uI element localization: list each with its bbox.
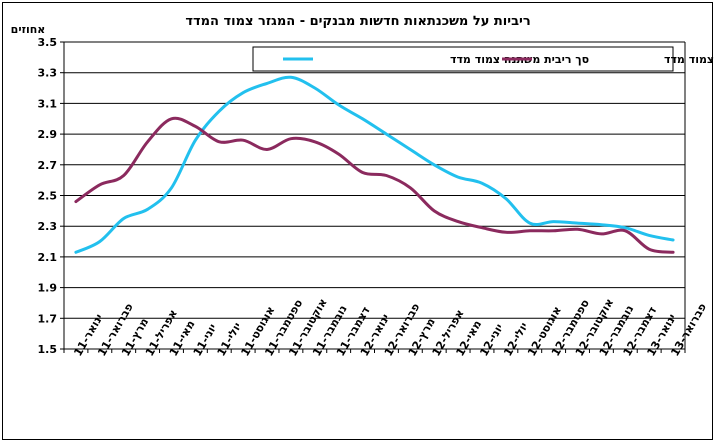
y-tick-label: 1.9 [38, 282, 58, 295]
y-axis-unit-label: אחוזים [11, 23, 46, 36]
series-lines [74, 75, 675, 254]
legend: סך ריבית משתנה צמוד מדד ריבית קבועה צמוד… [252, 46, 716, 72]
chart-title: ריביות על משכנתאות חדשות מבנקים - המגזר … [185, 14, 530, 29]
y-tick-label: 3.5 [38, 36, 58, 49]
y-tick-label: 2.1 [38, 251, 58, 264]
y-tick-label: 3.3 [38, 67, 58, 80]
y-tick-label: 2.7 [38, 159, 58, 172]
series-line-fixed-rate [74, 116, 675, 254]
y-axis-ticks: 3.5 3.3 3.1 2.9 2.7 2.5 2.3 2.1 1.9 1.7 1.5 [38, 36, 64, 356]
y-tick-label: 2.9 [38, 128, 58, 141]
y-tick-label: 2.5 [38, 190, 58, 203]
y-tick-label: 2.3 [38, 220, 58, 233]
legend-box [252, 46, 674, 72]
gridlines [63, 41, 686, 350]
series-line-variable-rate [74, 75, 675, 254]
y-tick-label: 1.5 [38, 343, 58, 356]
y-tick-label: 1.7 [38, 312, 58, 325]
y-tick-label: 3.1 [38, 97, 58, 110]
legend-label-fixed: ריבית קבועה צמוד מדד [664, 53, 716, 66]
